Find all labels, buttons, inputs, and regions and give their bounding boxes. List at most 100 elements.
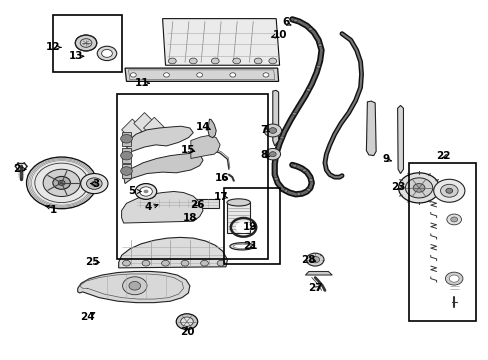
Circle shape — [308, 179, 312, 181]
Circle shape — [273, 158, 277, 161]
Circle shape — [129, 282, 141, 290]
Text: 1: 1 — [50, 206, 57, 216]
Circle shape — [306, 188, 310, 191]
Ellipse shape — [226, 199, 250, 206]
Circle shape — [448, 275, 458, 282]
Polygon shape — [397, 105, 403, 174]
Polygon shape — [207, 119, 216, 138]
Circle shape — [302, 169, 306, 172]
Text: 11: 11 — [135, 78, 149, 88]
Text: 18: 18 — [182, 213, 197, 223]
Circle shape — [181, 260, 188, 266]
Circle shape — [254, 58, 262, 64]
Polygon shape — [272, 90, 278, 146]
Circle shape — [58, 180, 65, 185]
Polygon shape — [190, 135, 220, 158]
Circle shape — [306, 253, 324, 266]
Text: 7: 7 — [260, 125, 267, 135]
Polygon shape — [123, 153, 203, 184]
Text: 4: 4 — [144, 202, 151, 212]
Circle shape — [122, 260, 130, 266]
Circle shape — [284, 189, 287, 192]
Circle shape — [318, 44, 322, 46]
Text: 12: 12 — [46, 42, 61, 52]
Polygon shape — [122, 164, 131, 178]
Text: 17: 17 — [214, 192, 228, 202]
Circle shape — [43, 169, 80, 197]
Circle shape — [180, 317, 193, 326]
Circle shape — [450, 217, 457, 222]
Circle shape — [306, 88, 310, 91]
Circle shape — [142, 260, 150, 266]
Circle shape — [211, 58, 219, 64]
Polygon shape — [78, 271, 189, 303]
Circle shape — [264, 124, 281, 137]
Circle shape — [161, 260, 169, 266]
Circle shape — [269, 152, 276, 157]
Circle shape — [102, 49, 112, 57]
Bar — [408, 163, 475, 320]
Circle shape — [135, 184, 157, 199]
Bar — [117, 94, 267, 259]
Circle shape — [122, 277, 147, 295]
Circle shape — [440, 184, 457, 197]
Ellipse shape — [229, 243, 254, 250]
Text: 2: 2 — [13, 164, 20, 174]
Circle shape — [189, 58, 197, 64]
Polygon shape — [122, 119, 143, 140]
Circle shape — [445, 272, 462, 285]
Circle shape — [445, 188, 452, 193]
Circle shape — [398, 173, 439, 203]
Circle shape — [310, 256, 319, 263]
Circle shape — [405, 178, 432, 198]
Circle shape — [91, 181, 97, 186]
Circle shape — [196, 73, 202, 77]
Circle shape — [26, 157, 97, 209]
Circle shape — [75, 35, 97, 51]
Circle shape — [168, 58, 176, 64]
Text: 10: 10 — [272, 30, 286, 40]
Text: 16: 16 — [214, 173, 228, 183]
Text: 3: 3 — [92, 179, 99, 189]
Polygon shape — [366, 101, 375, 156]
Circle shape — [200, 260, 208, 266]
Circle shape — [232, 58, 240, 64]
Circle shape — [121, 167, 132, 175]
Circle shape — [81, 174, 108, 194]
Circle shape — [86, 178, 102, 189]
Circle shape — [268, 128, 276, 134]
Bar — [224, 188, 279, 264]
Circle shape — [268, 58, 276, 64]
Circle shape — [296, 193, 300, 195]
Polygon shape — [143, 117, 164, 139]
Polygon shape — [136, 199, 219, 208]
Text: 24: 24 — [80, 312, 95, 322]
Circle shape — [121, 151, 132, 160]
Text: 6: 6 — [282, 17, 289, 27]
Text: 27: 27 — [307, 283, 322, 293]
Circle shape — [412, 184, 424, 192]
Circle shape — [97, 46, 117, 60]
Circle shape — [217, 260, 224, 266]
Text: 20: 20 — [180, 327, 194, 337]
Circle shape — [143, 190, 148, 193]
Text: 26: 26 — [189, 200, 204, 210]
Text: 19: 19 — [243, 222, 257, 232]
Polygon shape — [122, 148, 131, 163]
Polygon shape — [126, 126, 193, 151]
Circle shape — [292, 112, 296, 115]
Circle shape — [140, 187, 152, 196]
Circle shape — [263, 73, 268, 77]
Circle shape — [308, 28, 312, 31]
Polygon shape — [162, 19, 279, 65]
Text: 5: 5 — [127, 186, 135, 196]
Circle shape — [280, 136, 284, 139]
Circle shape — [292, 164, 296, 167]
Polygon shape — [119, 237, 227, 268]
Text: 25: 25 — [85, 257, 100, 267]
Polygon shape — [134, 113, 155, 134]
Circle shape — [433, 179, 464, 202]
Circle shape — [446, 214, 461, 225]
Circle shape — [130, 73, 136, 77]
Text: 21: 21 — [243, 241, 257, 251]
